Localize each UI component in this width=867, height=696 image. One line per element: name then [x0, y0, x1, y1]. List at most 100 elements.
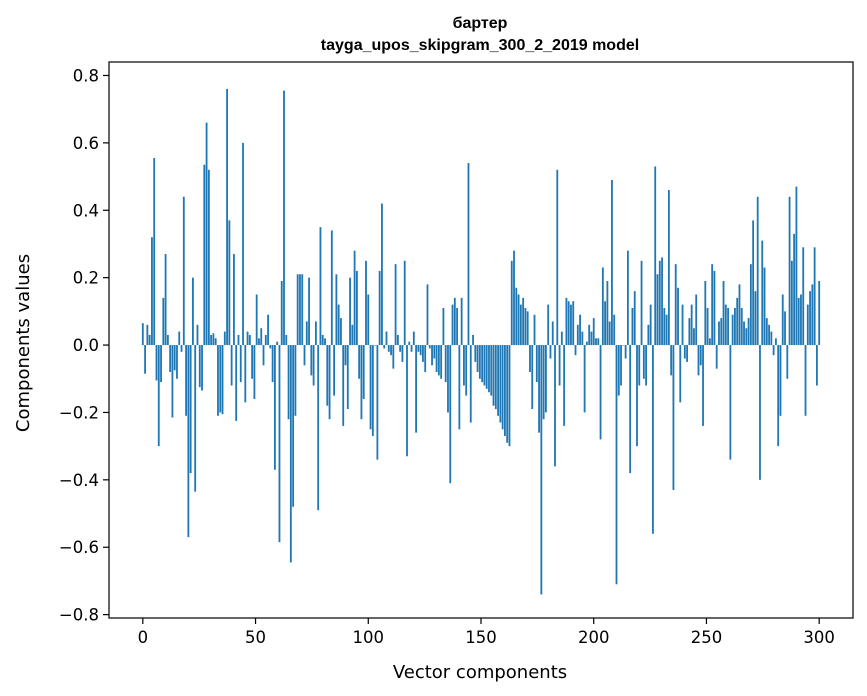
- bar: [686, 345, 689, 362]
- bar: [674, 264, 677, 346]
- bar: [770, 331, 773, 346]
- bar: [433, 345, 436, 359]
- bar: [396, 334, 399, 346]
- bar: [494, 345, 497, 410]
- bar: [624, 345, 627, 359]
- bar: [248, 334, 251, 346]
- bar: [164, 254, 167, 346]
- bar: [613, 314, 616, 346]
- bar: [749, 264, 752, 346]
- bar: [538, 345, 540, 433]
- bar: [597, 338, 600, 346]
- bar: [223, 331, 226, 346]
- bar: [524, 307, 527, 346]
- bar: [260, 328, 263, 346]
- bar: [565, 297, 568, 346]
- bar: [606, 281, 609, 346]
- bar: [601, 267, 604, 346]
- bar: [515, 287, 518, 346]
- bar: [330, 230, 333, 346]
- x-tick-label: 150: [465, 628, 497, 647]
- bar: [795, 186, 798, 346]
- bar: [481, 345, 484, 383]
- y-tick-label: 0.0: [73, 336, 99, 355]
- bar: [362, 345, 365, 399]
- bar: [212, 333, 215, 346]
- x-tick-label: 100: [353, 628, 385, 647]
- bar: [319, 227, 322, 346]
- bar: [611, 179, 613, 346]
- bar: [189, 345, 192, 474]
- bar: [194, 345, 197, 492]
- bar: [242, 142, 244, 346]
- bar: [636, 345, 638, 447]
- bar: [178, 331, 181, 346]
- bar: [337, 304, 340, 346]
- bar: [800, 294, 802, 346]
- bar: [585, 341, 588, 346]
- bar: [294, 345, 297, 416]
- bar: [442, 307, 445, 346]
- bar: [335, 274, 338, 346]
- bar: [271, 345, 274, 383]
- bar: [417, 345, 420, 352]
- bar: [390, 345, 392, 356]
- bar: [358, 345, 361, 379]
- bar: [483, 345, 486, 386]
- bar: [173, 345, 176, 371]
- bar: [522, 297, 525, 346]
- bar: [688, 318, 691, 346]
- bar: [476, 345, 479, 373]
- bar: [251, 345, 254, 379]
- y-axis-label: Components values: [13, 254, 34, 432]
- bar: [258, 338, 260, 346]
- bar: [740, 307, 743, 346]
- y-tick-label: 0.8: [73, 66, 99, 85]
- bar: [226, 88, 228, 346]
- bar: [166, 334, 169, 346]
- bar: [351, 324, 354, 346]
- bar: [239, 345, 242, 383]
- bar: [638, 345, 641, 386]
- bar: [340, 318, 342, 346]
- bar: [702, 345, 704, 426]
- x-tick-label: 50: [245, 628, 266, 647]
- bar: [387, 345, 390, 352]
- bar: [720, 318, 723, 346]
- bar: [704, 281, 707, 346]
- bar: [677, 287, 679, 346]
- bar: [711, 264, 714, 346]
- bar: [775, 338, 777, 346]
- bar: [365, 260, 367, 346]
- bar: [695, 294, 698, 346]
- bar: [185, 345, 187, 416]
- bar: [715, 345, 718, 369]
- bar: [759, 345, 761, 480]
- bar: [324, 338, 326, 346]
- bar: [460, 297, 463, 346]
- bar: [176, 345, 178, 379]
- chart-subtitle: tayga_upos_skipgram_300_2_2019 model: [321, 37, 639, 54]
- bar: [784, 311, 786, 346]
- bar: [328, 345, 331, 420]
- bar: [276, 341, 279, 346]
- bar: [724, 304, 727, 346]
- bar: [353, 250, 356, 346]
- bar: [151, 237, 153, 346]
- bar: [670, 345, 673, 376]
- bar: [360, 345, 363, 420]
- bar: [406, 345, 408, 457]
- bar: [305, 321, 308, 346]
- bar: [604, 301, 607, 346]
- bar: [355, 270, 358, 346]
- bar: [729, 345, 732, 460]
- bar: [412, 331, 415, 346]
- bar: [713, 270, 716, 346]
- bar: [403, 260, 406, 346]
- bar: [162, 297, 165, 346]
- bar: [312, 345, 315, 386]
- bar: [697, 345, 700, 376]
- bar: [228, 220, 231, 346]
- bar: [378, 270, 381, 346]
- bar: [752, 220, 755, 346]
